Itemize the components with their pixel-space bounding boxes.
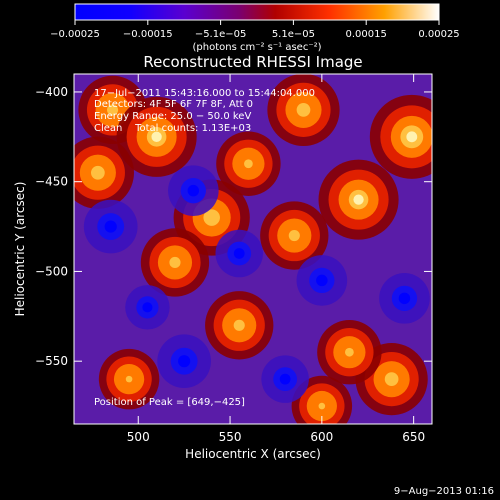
colorbar-units: (photons cm⁻² s⁻¹ asec⁻²) (192, 42, 321, 53)
plot-frame (73, 73, 433, 425)
heat-blob (291, 375, 353, 424)
y-tick-label: −550 (35, 354, 68, 368)
heat-blob (318, 159, 399, 240)
colorbar-tick-label: −5.1e−05 (195, 29, 247, 40)
y-tick-label: −450 (35, 175, 68, 189)
heat-blob (267, 74, 340, 147)
heat-blob (215, 229, 263, 278)
annotation-time-range: 17−Jul−2011 15:43:16.000 to 15:44:04.000 (94, 88, 315, 99)
heat-blob (83, 199, 138, 254)
colorbar-tick-labels: −0.00025 −0.00015 −5.1e−05 5.1e−05 0.00015 0.… (50, 29, 460, 40)
annotation-clean-counts: Clean Total counts: 1.13E+03 (94, 123, 252, 134)
colorbar (74, 3, 440, 21)
colorbar-tick-label: 0.00025 (418, 29, 459, 40)
heat-blob (296, 255, 348, 306)
colorbar-tick-label: −0.00025 (50, 29, 100, 40)
heat-blob (355, 343, 428, 416)
heat-blob (98, 348, 160, 410)
colorbar-tick-label: −0.00015 (123, 29, 173, 40)
x-tick-label: 650 (402, 430, 425, 444)
heat-blob (74, 136, 134, 209)
heat-blob (140, 228, 210, 297)
heat-blob (260, 201, 329, 270)
colorbar-tick-label: 5.1e−05 (272, 29, 315, 40)
chart-title: Reconstructed RHESSI Image (143, 53, 362, 71)
heat-blob (157, 334, 211, 389)
colorbar-ticks (74, 20, 440, 25)
annotation-energy-range: Energy Range: 25.0 − 50.0 keV (94, 111, 252, 122)
heat-blob (261, 355, 309, 403)
x-tick-labels: 500 550 600 650 (127, 430, 425, 444)
heat-blob (369, 94, 432, 179)
x-tick-label: 600 (310, 430, 333, 444)
colorbar-tick-label: 0.00015 (346, 29, 387, 40)
heat-blob (205, 291, 274, 360)
y-axis-label: Heliocentric Y (arcsec) (13, 182, 27, 317)
heat-blob (168, 165, 219, 216)
y-tick-label: −500 (35, 264, 68, 278)
annotation-detectors: Detectors: 4F 5F 6F 7F 8F, Att 0 (94, 99, 254, 110)
heat-blob (379, 273, 430, 324)
footer-date: 9−Aug−2013 01:16 (393, 486, 494, 497)
annotation-peak-position: Position of Peak = [649,−425] (94, 397, 245, 408)
y-tick-label: −400 (35, 85, 68, 99)
heat-blob (216, 131, 281, 196)
x-axis-label: Heliocentric X (arcsec) (185, 447, 321, 461)
heat-blob (116, 96, 197, 177)
axis-ticks (74, 74, 432, 424)
heat-blob (317, 320, 382, 385)
heat-blob (125, 285, 170, 330)
heatmap-image (74, 74, 432, 424)
y-tick-labels: −550 −500 −450 −400 (35, 85, 68, 368)
x-tick-label: 550 (219, 430, 242, 444)
x-tick-label: 500 (127, 430, 150, 444)
